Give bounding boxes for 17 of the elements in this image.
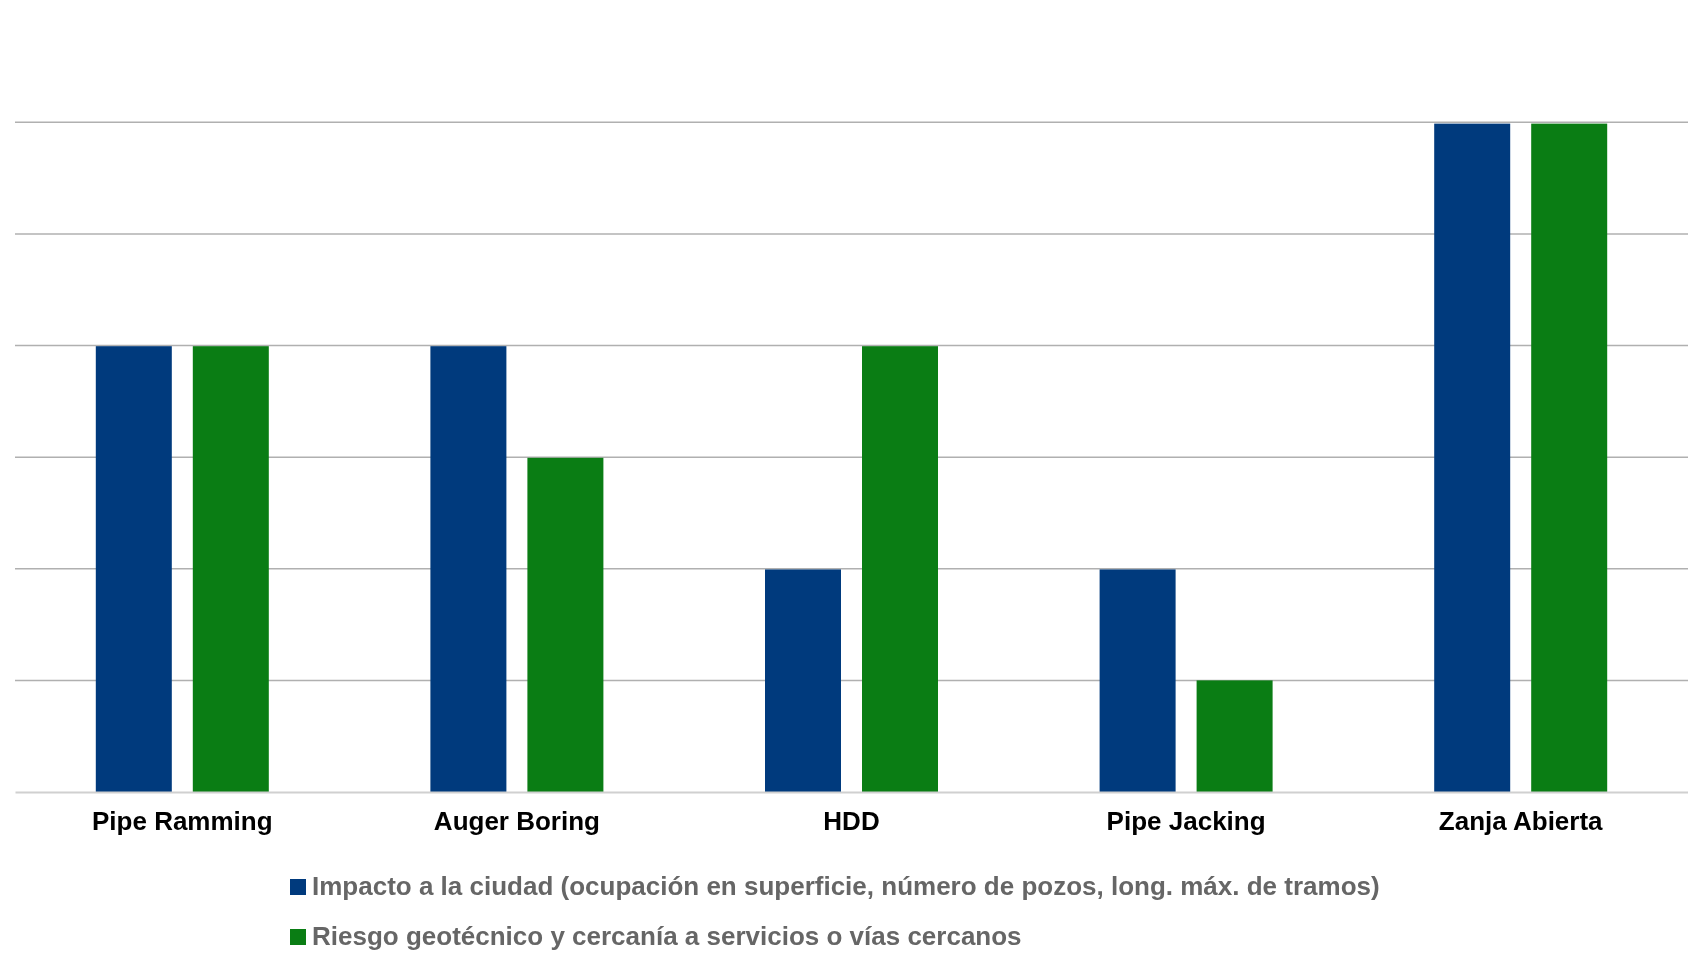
legend-label: Impacto a la ciudad (ocupación en superficie, número de pozos, long. máx. de tramos) [312, 870, 1380, 901]
bar [1196, 680, 1273, 792]
x-tick-label: Pipe Ramming [92, 806, 273, 837]
bar [95, 346, 172, 792]
bar [1531, 123, 1608, 792]
bar [862, 346, 938, 792]
bar [1099, 569, 1176, 792]
bar [430, 346, 507, 792]
x-tick-label: HDD [823, 806, 880, 837]
x-tick-label: Pipe Jacking [1106, 806, 1266, 837]
bar [765, 569, 841, 792]
bar [1434, 123, 1511, 792]
bar [527, 457, 604, 792]
legend-label: Riesgo geotécnico y cercanía a servicios o vías cercanos [312, 920, 1022, 951]
x-tick-label: Auger Boring [433, 806, 600, 837]
x-tick-label: Zanja Abierta [1438, 806, 1604, 837]
bar [192, 346, 269, 792]
